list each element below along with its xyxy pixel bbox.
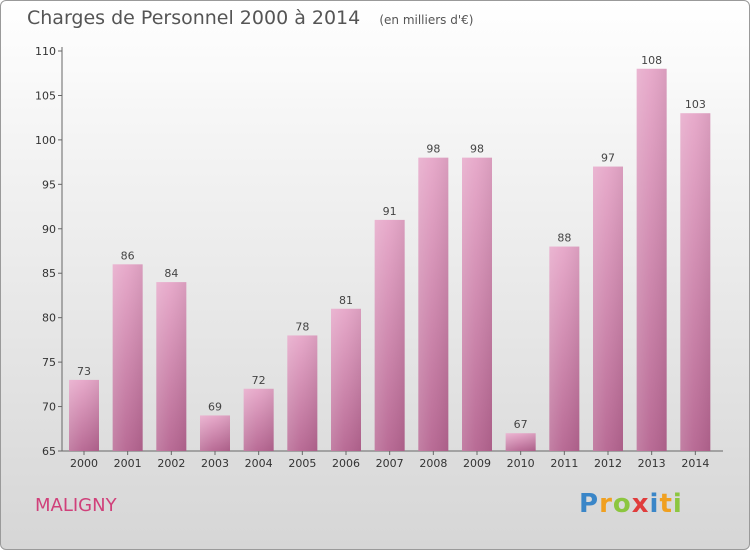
data-label: 69 (208, 400, 222, 413)
data-label: 84 (164, 267, 178, 280)
bar-shade (636, 68, 667, 452)
bar-shade (331, 308, 361, 451)
logo-letter: t (659, 489, 673, 519)
bar-shade (462, 157, 492, 451)
x-tick-label: 2002 (157, 457, 185, 470)
y-tick-label: 85 (42, 267, 56, 280)
y-tick-label: 90 (42, 223, 56, 236)
bars: 73 86 84 69 72 78 81 91 98 98 67 88 97 108 103 (69, 54, 711, 452)
bar-shade (374, 219, 405, 451)
bar-shade (243, 388, 274, 451)
x-tick-label: 2009 (463, 457, 491, 470)
data-label: 81 (339, 294, 353, 307)
y-tick-label: 65 (42, 445, 56, 458)
data-label: 86 (121, 249, 135, 262)
title-row: Charges de Personnel 2000 à 2014 (en mil… (27, 7, 473, 29)
data-label: 91 (383, 205, 397, 218)
data-label: 98 (426, 143, 440, 156)
chart-unit-note: (en milliers d'€) (379, 13, 474, 27)
data-label: 88 (557, 232, 571, 245)
logo-letter: i (672, 489, 683, 519)
bar-shade (200, 415, 230, 451)
bar-shade (593, 166, 623, 452)
bar-shade (287, 335, 318, 451)
x-tick-label: 2011 (550, 457, 578, 470)
x-tick-label: 2006 (332, 457, 360, 470)
y-tick-label: 110 (35, 45, 56, 58)
data-label: 98 (470, 143, 484, 156)
logo-letter: x (631, 489, 650, 519)
y-tick-label: 80 (42, 312, 56, 325)
data-label: 67 (514, 418, 528, 431)
data-label: 78 (295, 320, 309, 333)
bar-shade (680, 113, 711, 451)
logo-letter: P (579, 489, 600, 519)
logo-letter: r (599, 489, 613, 519)
x-tick-label: 2012 (594, 457, 622, 470)
proxiti-logo: Proxiti (579, 489, 683, 519)
data-label: 73 (77, 365, 91, 378)
x-tick-label: 2004 (245, 457, 273, 470)
bar-shade (156, 282, 187, 451)
x-tick-label: 2008 (419, 457, 447, 470)
bar-shade (112, 264, 143, 451)
bar-shade (549, 246, 580, 451)
data-label: 72 (252, 374, 266, 387)
y-tick-label: 70 (42, 401, 56, 414)
x-tick-label: 2005 (288, 457, 316, 470)
data-label: 103 (685, 98, 706, 111)
y-tick-label: 100 (35, 134, 56, 147)
y-axis: 65 70 75 80 85 90 95 100 105 110 (35, 45, 63, 458)
y-tick-label: 105 (35, 89, 56, 102)
commune-name: MALIGNY (35, 495, 117, 516)
x-tick-label: 2001 (114, 457, 142, 470)
bar-shade (418, 157, 449, 451)
x-tick-label: 2014 (681, 457, 709, 470)
bar-shade (505, 433, 536, 451)
data-label: 108 (641, 54, 662, 67)
logo-letter: o (612, 489, 632, 519)
y-tick-label: 95 (42, 178, 56, 191)
y-tick-label: 75 (42, 356, 56, 369)
bar-shade (69, 379, 99, 451)
data-label: 97 (601, 152, 615, 165)
chart-title: Charges de Personnel 2000 à 2014 (27, 7, 361, 29)
x-tick-label: 2010 (507, 457, 535, 470)
logo-letter: i (649, 489, 660, 519)
x-tick-label: 2000 (70, 457, 98, 470)
x-axis: 2000 2001 2002 2003 2004 2005 2006 2007 2008 2009… (62, 450, 723, 470)
x-tick-label: 2013 (638, 457, 666, 470)
x-tick-label: 2007 (376, 457, 404, 470)
x-tick-label: 2003 (201, 457, 229, 470)
